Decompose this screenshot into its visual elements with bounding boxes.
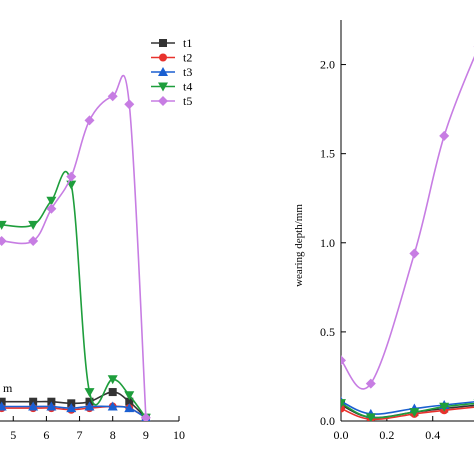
x-tick-label: 6 (43, 428, 49, 442)
series-t5 (0, 74, 151, 421)
data-point-t4 (107, 375, 118, 385)
x-tick-label: 0.0 (334, 428, 349, 442)
legend-label: t1 (183, 36, 192, 50)
data-point-t5 (28, 235, 39, 246)
y-tick-label: 0.5 (320, 325, 335, 339)
data-point-t5 (124, 99, 135, 110)
x-tick-label: 9 (143, 428, 149, 442)
data-point-t3 (66, 403, 77, 413)
legend-item-t2: t2 (151, 51, 192, 65)
x-tick-label: 7 (77, 428, 83, 442)
data-point-t4 (124, 391, 135, 401)
y-tick-label: 1.5 (320, 147, 335, 161)
data-point-t4 (409, 408, 420, 418)
legend-label: t3 (183, 65, 192, 79)
x-tick-label: 0.4 (425, 428, 440, 442)
legend-item-t1: t1 (151, 36, 192, 50)
legend-label: t5 (183, 94, 192, 108)
data-point-t5 (365, 378, 376, 389)
data-point-t5 (46, 203, 57, 214)
data-point-t3 (124, 403, 135, 413)
series-t4 (341, 399, 474, 421)
data-point-t5 (341, 355, 346, 366)
data-point-t4 (341, 399, 346, 409)
data-point-t4 (439, 402, 450, 412)
x-tick-label: 10 (173, 428, 185, 442)
data-point-t5 (107, 91, 118, 102)
series-line-t5 (1, 74, 147, 418)
y-tick-label: 2.0 (320, 58, 335, 72)
data-point-t4 (84, 388, 95, 398)
data-point-t1 (125, 397, 134, 406)
data-point-t3 (84, 401, 95, 411)
y-tick-label: 0.0 (320, 414, 335, 428)
data-point-t5 (439, 130, 450, 141)
legend-label: t2 (183, 51, 192, 65)
legend-item-t4: t4 (151, 80, 192, 94)
y-tick-label: 1.0 (320, 236, 335, 250)
data-point-t5 (409, 248, 420, 259)
right-chart: 0.0 0.2 0.4 0.0 0.5 1.0 1.5 2.0 wearing depth/mm (293, 20, 474, 442)
series-t5 (341, 46, 474, 390)
legend-marker (158, 67, 168, 76)
legend-item-t3: t3 (151, 65, 192, 79)
series-line-t4 (1, 170, 147, 419)
series-line-t5 (341, 55, 474, 390)
x-axis-label: m (3, 381, 13, 395)
data-point-t1 (108, 388, 117, 397)
data-point-t3 (0, 401, 7, 411)
data-point-t4 (46, 196, 57, 206)
x-tick-label: 0.2 (379, 428, 394, 442)
legend-marker (159, 39, 167, 47)
data-point-t4 (28, 220, 39, 230)
data-point-t2 (341, 404, 345, 413)
data-point-t3 (46, 401, 57, 411)
data-point-t3 (107, 401, 118, 411)
data-point-t4 (365, 413, 376, 421)
x-tick-label: 5 (10, 428, 16, 442)
y-axis-label: wearing depth/mm (293, 204, 305, 287)
data-point-t5 (0, 235, 7, 246)
data-point-t5 (140, 412, 151, 421)
legend-label: t4 (183, 80, 192, 94)
data-point-t5 (84, 115, 95, 126)
x-tick-label: 8 (110, 428, 116, 442)
data-point-t3 (28, 401, 39, 411)
legend-marker (159, 53, 167, 62)
data-point-t1 (0, 397, 6, 406)
legend-item-t5: t5 (151, 94, 192, 108)
plot-area (0, 74, 151, 421)
legend-marker (158, 82, 168, 92)
legend-marker (158, 96, 168, 106)
plot-area (341, 46, 474, 421)
data-point-t5 (66, 171, 77, 182)
series-t4 (0, 170, 151, 421)
data-point-t4 (0, 220, 7, 230)
